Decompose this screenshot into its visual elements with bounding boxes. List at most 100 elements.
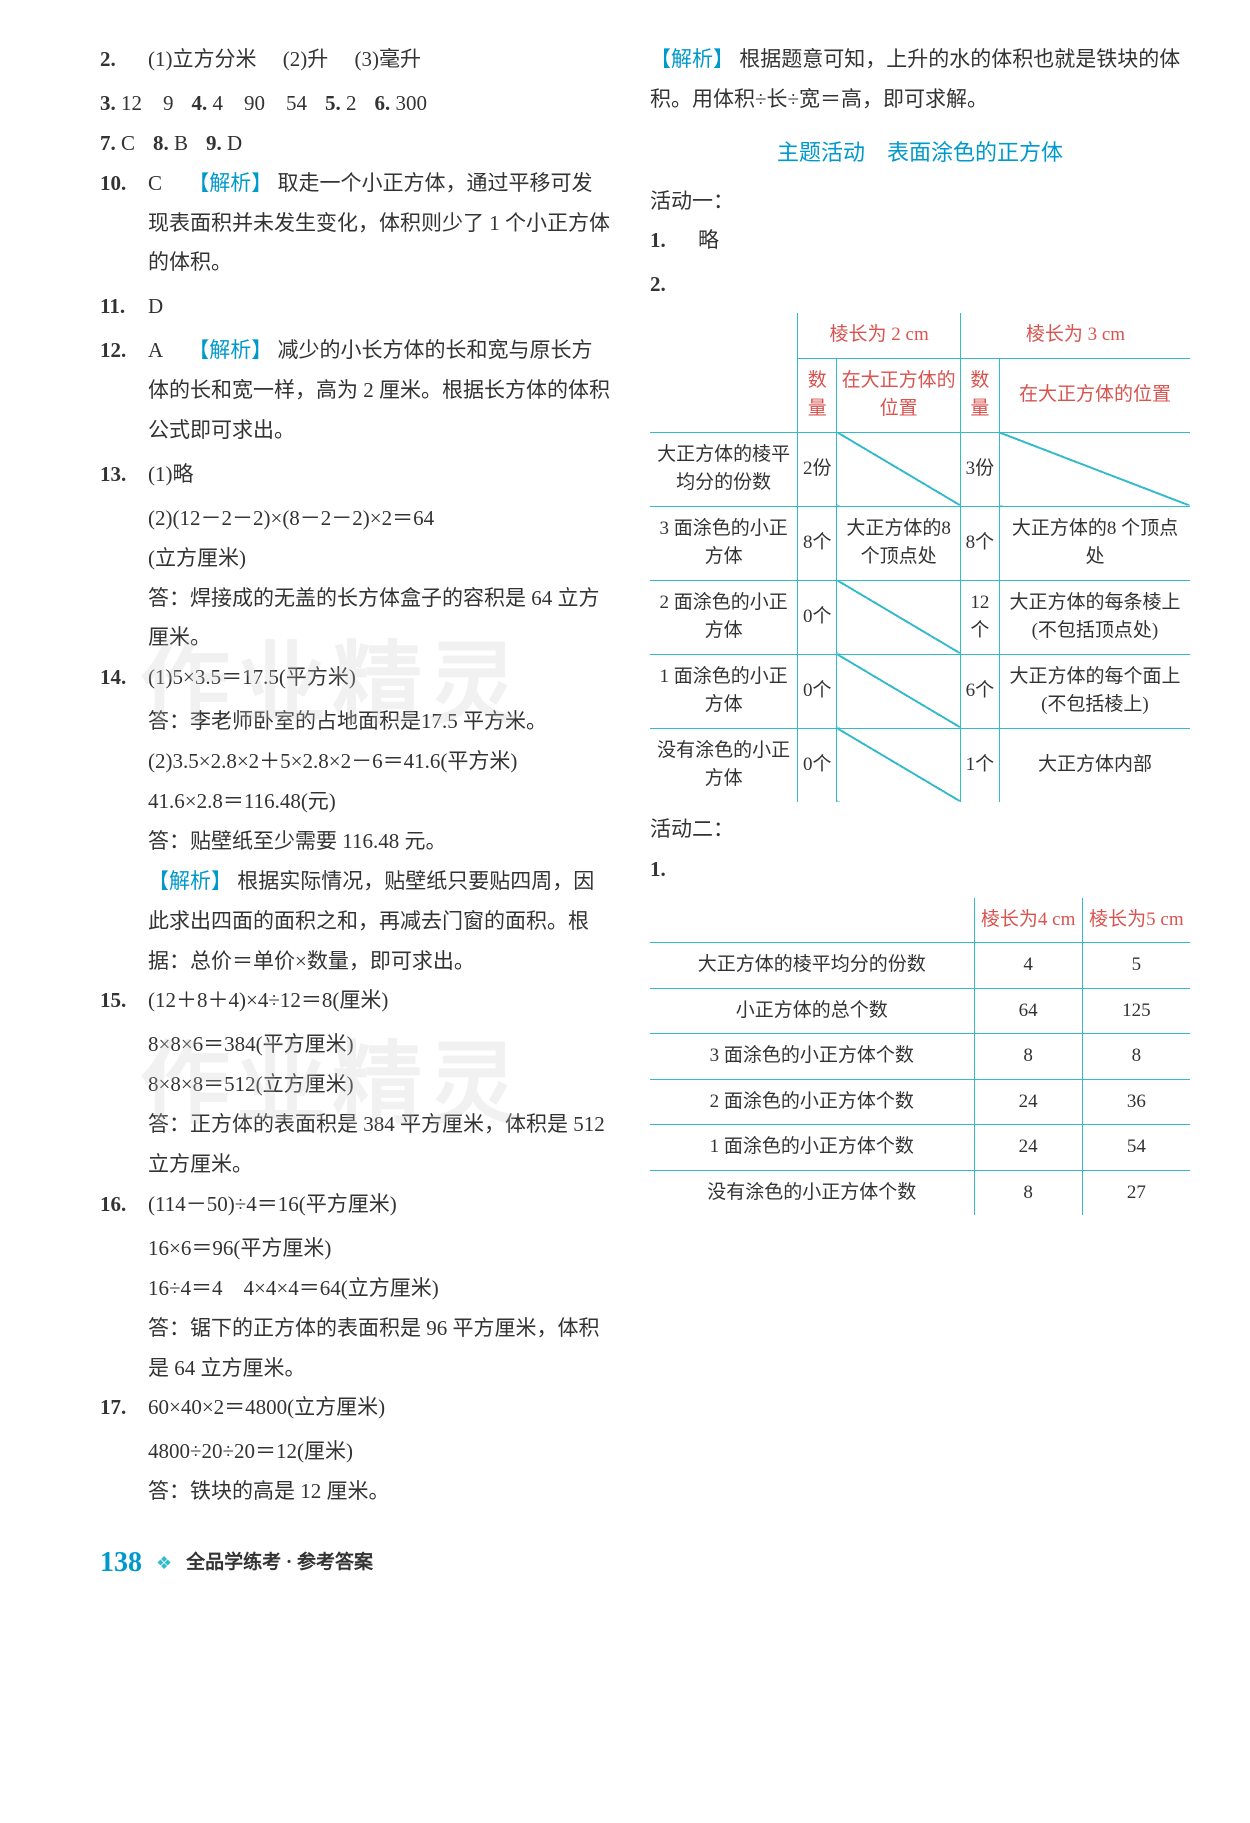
book-title: 全品学练考 · 参考答案 <box>186 1545 373 1581</box>
q-number: 15. <box>100 981 148 1021</box>
sub-header: 在大正方体的位置 <box>999 358 1190 432</box>
q6: 6. 300 <box>375 84 428 124</box>
two-column-layout: 2. (1)立方分米 (2)升 (3)毫升 3. 12 9 4. 4 90 54… <box>100 40 1190 1512</box>
q13: 13. (1)略 <box>100 455 610 495</box>
table-cell: 大正方体的棱平均分的份数 <box>650 943 974 989</box>
page-number: 138 <box>100 1536 142 1589</box>
q-body: A 【解析】 减少的小长方体的长和宽与原长方体的长和宽一样，高为 2 厘米。根据… <box>148 331 610 451</box>
q-number: 1. <box>650 850 698 890</box>
sub-header: 数量 <box>960 358 999 432</box>
q17-l1: 60×40×2＝4800(立方厘米) <box>148 1388 610 1428</box>
q3: 3. 12 9 <box>100 84 174 124</box>
q-number: 2. <box>100 40 148 80</box>
q16-l3: 16÷4＝4 4×4×4＝64(立方厘米) <box>100 1269 610 1309</box>
left-column: 2. (1)立方分米 (2)升 (3)毫升 3. 12 9 4. 4 90 54… <box>100 40 610 1512</box>
table-cell: 3份 <box>960 432 999 506</box>
table-cell: 24 <box>974 1125 1082 1171</box>
answer-part: (1)立方分米 <box>148 47 257 71</box>
activity1-label: 活动一： <box>650 182 1190 222</box>
answer-part: (3)毫升 <box>355 47 422 71</box>
table-cell: 27 <box>1082 1170 1190 1215</box>
col-header: 棱长为4 cm <box>974 898 1082 943</box>
table-cell: 54 <box>1082 1125 1190 1171</box>
table-cell: 没有涂色的小正方体个数 <box>650 1170 974 1215</box>
table-cell <box>837 432 961 506</box>
answer-letter: C <box>148 171 162 195</box>
table-cell: 36 <box>1082 1079 1190 1125</box>
q15-l3: 8×8×8＝512(立方厘米) <box>100 1065 610 1105</box>
table-cell: 0个 <box>798 580 837 654</box>
q7-9: 7. C 8. B 9. D <box>100 124 610 164</box>
table-cell: 大正方体内部 <box>999 728 1190 802</box>
q-number: 16. <box>100 1185 148 1225</box>
table-cell: 大正方体的每个面上(不包括棱上) <box>999 654 1190 728</box>
q14-a1: (1)5×3.5＝17.5(平方米) <box>148 658 610 698</box>
table-cell: 没有涂色的小正方体 <box>650 728 798 802</box>
table-row: 1 面涂色的小正方体0个6个大正方体的每个面上(不包括棱上) <box>650 654 1190 728</box>
table-cell: 0个 <box>798 728 837 802</box>
table-row: 3 面涂色的小正方体个数88 <box>650 1034 1190 1080</box>
q-number: 17. <box>100 1388 148 1428</box>
table-cell <box>837 728 961 802</box>
q17: 17. 60×40×2＝4800(立方厘米) <box>100 1388 610 1428</box>
q-number: 13. <box>100 455 148 495</box>
answer-part: (2)升 <box>283 47 329 71</box>
analysis-tag: 【解析】 <box>188 338 272 362</box>
topic-header: 主题活动 表面涂色的正方体 <box>650 132 1190 174</box>
table-cell: 5 <box>1082 943 1190 989</box>
q4: 4. 4 90 54 <box>192 84 308 124</box>
table-coloring-cube: 棱长为 2 cm 棱长为 3 cm 数量 在大正方体的位置 数量 在大正方体的位… <box>650 313 1190 802</box>
table-cell: 3 面涂色的小正方体 <box>650 506 798 580</box>
q15-ans: 答：正方体的表面积是 384 平方厘米，体积是 512 立方厘米。 <box>100 1105 610 1185</box>
table-row: 没有涂色的小正方体个数827 <box>650 1170 1190 1215</box>
q13-part2b: (立方厘米) <box>100 539 610 579</box>
table-row: 没有涂色的小正方体0个1个大正方体内部 <box>650 728 1190 802</box>
q13-part1: (1)略 <box>148 455 610 495</box>
q16-ans: 答：锯下的正方体的表面积是 96 平方厘米，体积是 64 立方厘米。 <box>100 1309 610 1389</box>
q9: 9. D <box>206 124 242 164</box>
q16: 16. (114－50)÷4＝16(平方厘米) <box>100 1185 610 1225</box>
answer-letter: A <box>148 338 162 362</box>
activity2-label: 活动二： <box>650 810 1190 850</box>
q14-b3: 答：贴壁纸至少需要 116.48 元。 <box>100 822 610 862</box>
table-edge-length: 棱长为4 cm 棱长为5 cm 大正方体的棱平均分的份数45小正方体的总个数64… <box>650 898 1190 1216</box>
table-cell: 大正方体的棱平均分的份数 <box>650 432 798 506</box>
table-row: 1 面涂色的小正方体个数2454 <box>650 1125 1190 1171</box>
table-cell: 1 面涂色的小正方体 <box>650 654 798 728</box>
table-cell: 大正方体的8 个顶点处 <box>999 506 1190 580</box>
q-number: 12. <box>100 331 148 451</box>
table-cell: 8 <box>974 1034 1082 1080</box>
page-footer: 138 ❖ 全品学练考 · 参考答案 <box>100 1536 1190 1589</box>
q11: 11. D <box>100 287 610 327</box>
col-header: 棱长为 2 cm <box>798 313 961 358</box>
q-number: 1. <box>650 221 698 261</box>
table-row: 2 面涂色的小正方体个数2436 <box>650 1079 1190 1125</box>
q14-expl: 【解析】 根据实际情况，贴壁纸只要贴四周，因此求出四面的面积之和，再减去门窗的面… <box>100 862 610 982</box>
q16-l2: 16×6＝96(平方厘米) <box>100 1229 610 1269</box>
q13-part2a: (2)(12－2－2)×(8－2－2)×2＝64 <box>100 499 610 539</box>
q-number: 14. <box>100 658 148 698</box>
table-cell <box>837 580 961 654</box>
q-body: (1)立方分米 (2)升 (3)毫升 <box>148 40 610 80</box>
act2-q1: 1. <box>650 850 1190 890</box>
q15-l1: (12＋8＋4)×4÷12＝8(厘米) <box>148 981 610 1021</box>
q-number: 2. <box>650 265 698 305</box>
table-cell: 8个 <box>798 506 837 580</box>
table-cell: 大正方体的每条棱上(不包括顶点处) <box>999 580 1190 654</box>
table-row: 2 面涂色的小正方体0个12个大正方体的每条棱上(不包括顶点处) <box>650 580 1190 654</box>
analysis-tag: 【解析】 <box>188 171 272 195</box>
q7: 7. C <box>100 124 135 164</box>
table-cell: 小正方体的总个数 <box>650 988 974 1034</box>
table-cell: 12个 <box>960 580 999 654</box>
q17-ans: 答：铁块的高是 12 厘米。 <box>100 1472 610 1512</box>
col-header: 棱长为 3 cm <box>960 313 1190 358</box>
table-cell: 2份 <box>798 432 837 506</box>
q2: 2. (1)立方分米 (2)升 (3)毫升 <box>100 40 610 80</box>
act1-q1: 1. 略 <box>650 221 1190 261</box>
col-header: 棱长为5 cm <box>1082 898 1190 943</box>
analysis-tag: 【解析】 <box>148 869 232 893</box>
table-cell: 4 <box>974 943 1082 989</box>
table-cell: 0个 <box>798 654 837 728</box>
q10: 10. C 【解析】 取走一个小正方体，通过平移可发现表面积并未发生变化，体积则… <box>100 164 610 284</box>
q14: 14. (1)5×3.5＝17.5(平方米) <box>100 658 610 698</box>
